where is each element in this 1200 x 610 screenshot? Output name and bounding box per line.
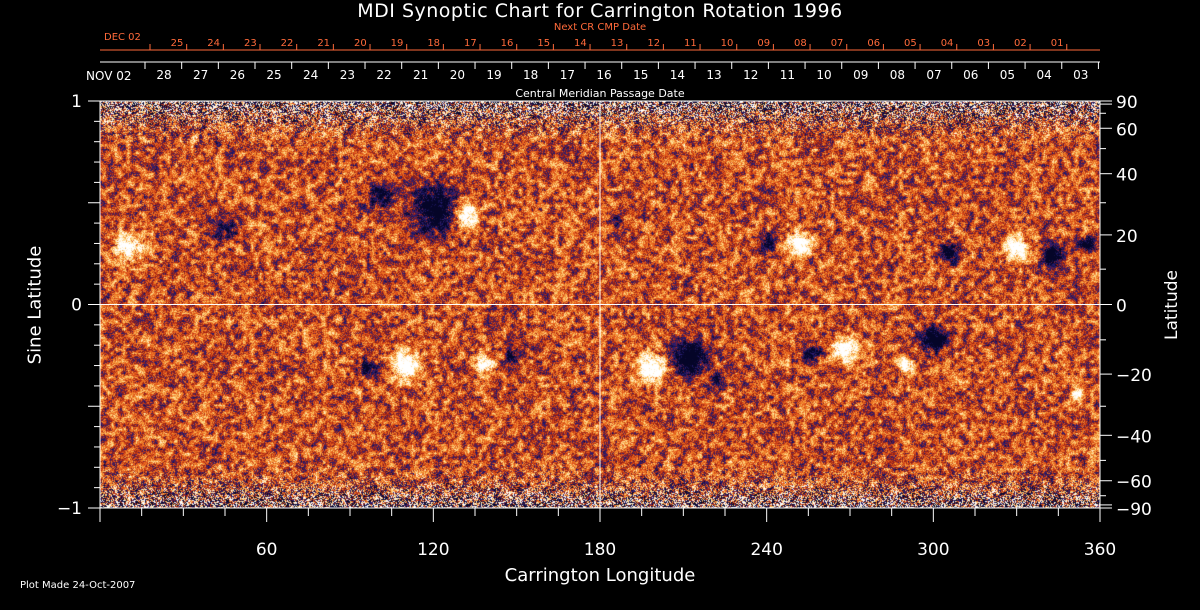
next-cr-date-label: 03 [977,38,990,49]
top-date-label: 22 [376,68,391,82]
x-tick-label: 300 [917,540,949,560]
top-date-label: 17 [560,68,575,82]
chart-title: MDI Synoptic Chart for Carrington Rotati… [357,0,843,22]
next-cr-date-label: 12 [647,38,660,49]
top-date-label: 07 [926,68,941,82]
y-tick-label-right: 90 [1116,93,1138,113]
top-date-label: 06 [963,68,978,82]
next-cr-date-label: 05 [904,38,917,49]
top-date-label: 10 [816,68,831,82]
top-date-label: 05 [1000,68,1015,82]
next-cr-date-label: 11 [684,38,697,49]
next-cr-date-label: 07 [831,38,844,49]
top-date-label: 14 [670,68,685,82]
next-cr-date-label: 24 [207,38,220,49]
next-cr-date-label: 17 [464,38,477,49]
top-date-label: 12 [743,68,758,82]
next-cr-date-label: 23 [244,38,257,49]
top-date-label: 08 [890,68,905,82]
next-cr-date-label: 08 [794,38,807,49]
top-date-label: 04 [1036,68,1051,82]
y-tick-label-right: −90 [1116,500,1152,520]
y-tick-label-left: −1 [57,499,82,519]
next-cr-date-label: 19 [391,38,404,49]
next-cr-date-label: 06 [867,38,880,49]
y-tick-label-left: 0 [71,296,82,316]
next-cr-date-label: 13 [611,38,624,49]
top-date-label: 21 [413,68,428,82]
next-cr-date-label: 02 [1014,38,1027,49]
next-cr-date-label: 14 [574,38,587,49]
top-date-label: 11 [780,68,795,82]
top-date-label: 26 [230,68,245,82]
cmp-start-date: NOV 02 [86,69,132,83]
x-axis-label: Carrington Longitude [504,565,696,586]
top-date-label: 16 [596,68,611,82]
next-cr-date-label: 20 [354,38,367,49]
top-date-label: 03 [1073,68,1088,82]
next-cr-date-label: 10 [721,38,734,49]
x-tick-label: 240 [750,540,782,560]
x-tick-label: 360 [1084,540,1116,560]
plot-made-date: Plot Made 24-Oct-2007 [20,580,136,591]
y-tick-label-right: 0 [1116,297,1127,317]
y-tick-label-right: −40 [1116,427,1152,447]
top-date-label: 28 [156,68,171,82]
x-tick-label: 60 [256,540,278,560]
x-tick-label: 120 [417,540,449,560]
y-tick-label-left: 1 [71,92,82,112]
top-date-label: 13 [706,68,721,82]
next-cr-start-date: DEC 02 [104,32,141,43]
y-tick-label-right: 40 [1116,166,1138,186]
y-tick-label-right: −20 [1116,366,1152,386]
y-tick-label-right: −60 [1116,473,1152,493]
top-date-label: 20 [450,68,465,82]
top-date-label: 24 [303,68,318,82]
next-cr-date-label: 21 [317,38,330,49]
next-cr-date-label: 09 [757,38,770,49]
next-cr-date-label: 04 [941,38,954,49]
y-tick-label-right: 20 [1116,227,1138,247]
next-cr-date-label: 25 [171,38,184,49]
y-axis-label-right: Latitude [1162,270,1182,340]
top-date-label: 15 [633,68,648,82]
next-cr-date-label: 15 [537,38,550,49]
next-cr-date-label: 01 [1051,38,1064,49]
top-date-label: 25 [266,68,281,82]
top-date-label: 18 [523,68,538,82]
central-meridian-passage-label: Central Meridian Passage Date [515,87,685,100]
y-axis-label-left: Sine Latitude [24,245,46,365]
top-date-label: 27 [193,68,208,82]
next-cr-date-label: 16 [501,38,514,49]
top-date-label: 19 [486,68,501,82]
y-tick-label-right: 60 [1116,120,1138,140]
x-tick-label: 180 [584,540,616,560]
top-date-label: 09 [853,68,868,82]
next-cr-date-label: 22 [281,38,294,49]
next-cr-date-label: 18 [427,38,440,49]
top-date-label: 23 [340,68,355,82]
next-cr-cmp-date-label: Next CR CMP Date [553,22,647,33]
